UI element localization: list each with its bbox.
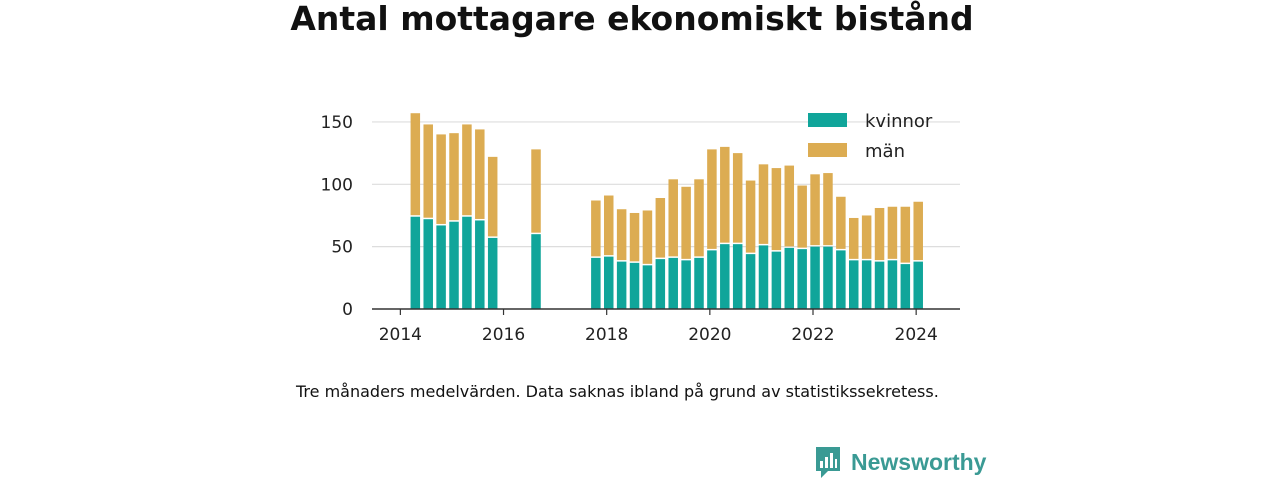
bar-man	[423, 124, 433, 218]
x-tick-label: 2014	[379, 325, 422, 345]
bar-man	[745, 180, 756, 253]
bar-kvinnor	[668, 257, 678, 309]
legend: kvinnor män	[808, 111, 933, 162]
x-tick-label: 2020	[688, 325, 731, 345]
bar-man	[694, 179, 704, 257]
bar-kvinnor	[655, 259, 666, 309]
legend-swatch-man	[808, 143, 847, 157]
bar-kvinnor	[836, 250, 846, 309]
bar-kvinnor	[732, 244, 743, 309]
brand-name: Newsworthy	[851, 448, 987, 475]
bar-kvinnor	[874, 261, 885, 309]
bar-man	[771, 168, 782, 251]
bar-man	[836, 196, 846, 249]
legend-swatch-kvinnor	[808, 113, 847, 127]
y-tick-label: 100	[321, 175, 353, 195]
bar-man	[681, 186, 691, 259]
bar-man	[655, 198, 666, 258]
bar-man	[449, 133, 459, 221]
bar-man	[784, 165, 795, 247]
bar-man	[887, 206, 898, 259]
bar-man	[531, 149, 541, 233]
y-tick-label: 0	[342, 300, 353, 320]
legend-label-kvinnor: kvinnor	[865, 111, 933, 132]
axes: 0 50 100 150 2014 2016 2018 2020 2022 2024	[321, 113, 960, 345]
bar-kvinnor	[861, 260, 872, 309]
bar-man	[758, 164, 769, 244]
legend-label-man: män	[865, 141, 905, 162]
bar-kvinnor	[771, 251, 782, 309]
bar-man	[591, 200, 601, 257]
bar-kvinnor	[410, 216, 421, 309]
bar-kvinnor	[887, 260, 898, 309]
bar-kvinnor	[720, 244, 730, 309]
bar-man	[462, 124, 472, 216]
newsworthy-logo-icon	[816, 447, 840, 478]
bar-kvinnor	[681, 260, 691, 309]
bar-kvinnor	[913, 261, 923, 309]
bar-series	[410, 113, 923, 309]
x-tick-label: 2018	[585, 325, 628, 345]
x-tick-label: 2022	[791, 325, 834, 345]
bar-kvinnor	[475, 220, 485, 309]
chart-caption: Tre månaders medelvärden. Data saknas ib…	[296, 382, 939, 401]
bar-man	[823, 173, 833, 246]
x-tick-label: 2024	[895, 325, 938, 345]
bar-man	[810, 174, 820, 246]
bar-man	[629, 212, 640, 262]
bar-man	[848, 217, 859, 259]
bar-man	[642, 210, 653, 264]
bar-man	[720, 146, 730, 243]
y-tick-label: 50	[331, 238, 353, 258]
bar-kvinnor	[449, 221, 459, 309]
bar-man	[874, 207, 885, 261]
bar-kvinnor	[707, 250, 717, 309]
bar-kvinnor	[531, 234, 541, 309]
bar-man	[436, 134, 446, 224]
bar-kvinnor	[784, 247, 795, 309]
brand-logo[interactable]: Newsworthy	[814, 445, 986, 479]
bar-man	[900, 206, 911, 263]
bar-kvinnor	[758, 245, 769, 309]
bar-man	[707, 149, 717, 249]
bar-man	[797, 185, 807, 248]
bar-kvinnor	[423, 219, 433, 309]
bar-kvinnor	[487, 237, 498, 309]
y-tick-label: 150	[321, 113, 353, 133]
bar-kvinnor	[797, 249, 807, 309]
bar-man	[603, 195, 614, 256]
bar-man	[861, 215, 872, 259]
bar-kvinnor	[848, 260, 859, 309]
bar-kvinnor	[462, 216, 472, 309]
chart-title: Antal mottagare ekonomiskt bistånd	[290, 0, 974, 38]
bar-man	[410, 113, 421, 216]
bar-man	[487, 156, 498, 237]
bar-kvinnor	[823, 246, 833, 309]
bar-man	[913, 201, 923, 261]
x-tick-label: 2016	[482, 325, 525, 345]
bar-man	[475, 129, 485, 219]
bar-kvinnor	[810, 246, 820, 309]
bar-kvinnor	[436, 225, 446, 309]
bar-kvinnor	[591, 257, 601, 309]
bar-kvinnor	[603, 256, 614, 309]
bar-kvinnor	[616, 261, 627, 309]
bar-kvinnor	[745, 254, 756, 309]
bar-kvinnor	[629, 262, 640, 309]
bar-man	[668, 179, 678, 257]
bar-kvinnor	[694, 257, 704, 309]
bar-kvinnor	[900, 264, 911, 309]
bar-man	[616, 209, 627, 261]
bar-man	[732, 153, 743, 243]
bar-kvinnor	[642, 265, 653, 309]
